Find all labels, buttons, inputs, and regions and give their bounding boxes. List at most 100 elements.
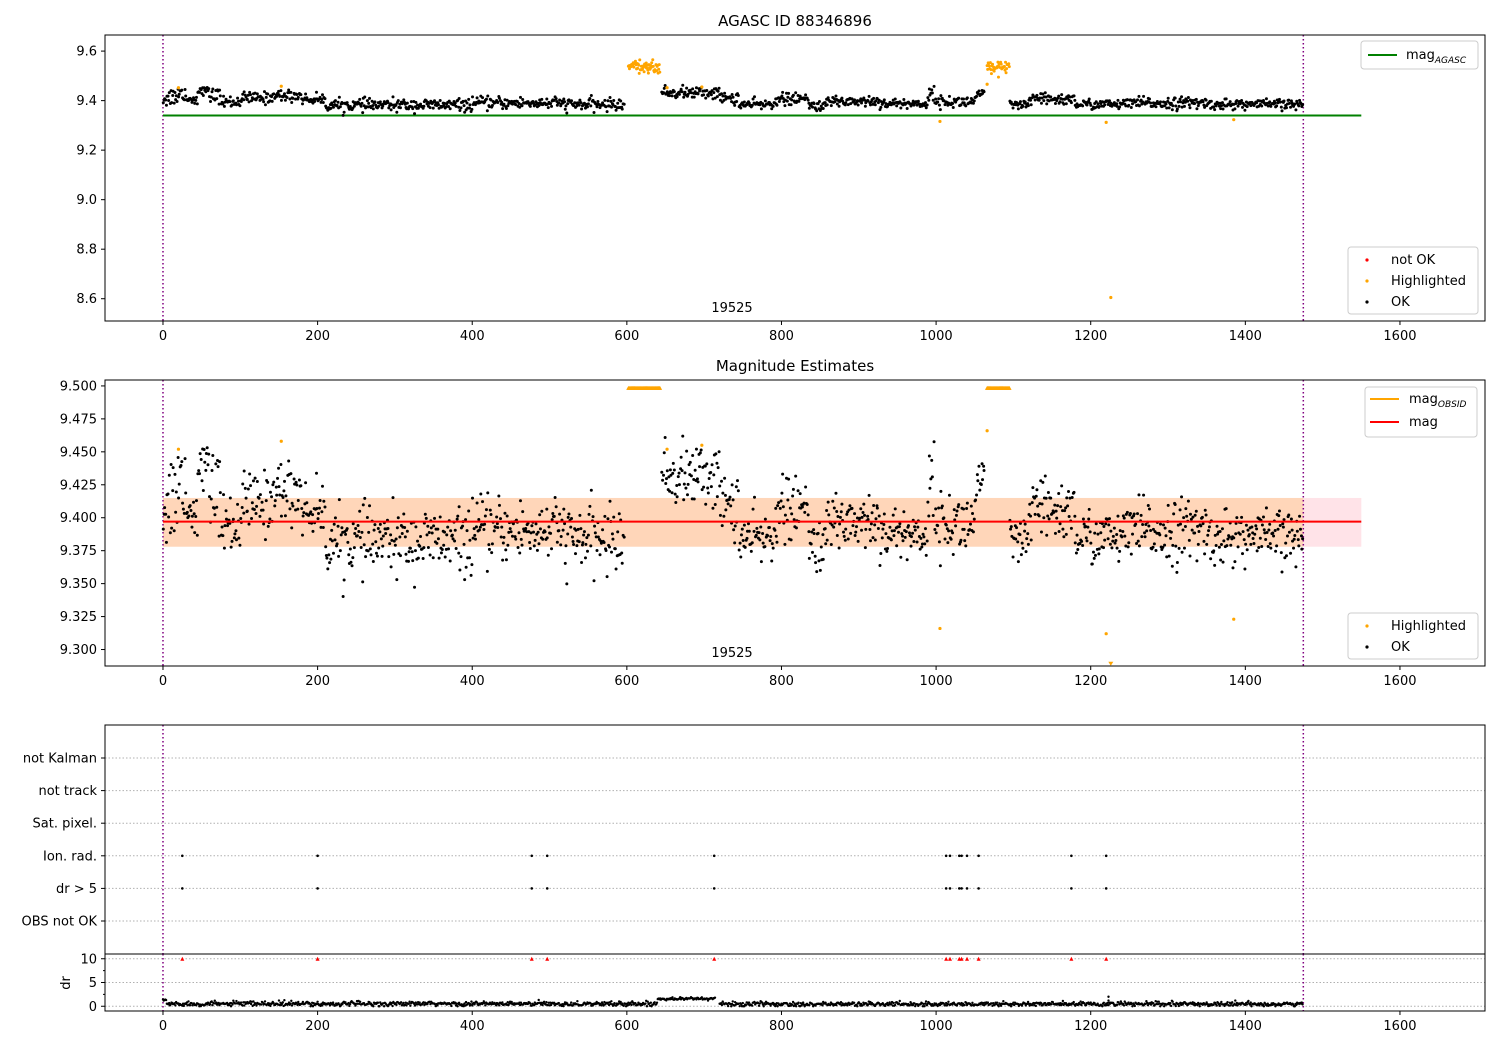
ok-point xyxy=(1243,567,1247,571)
ok-point xyxy=(691,87,695,91)
dr-point xyxy=(995,1001,999,1004)
flag-point xyxy=(1104,854,1108,858)
ok-point xyxy=(405,101,409,105)
ok-point xyxy=(537,542,541,546)
ok-point xyxy=(305,96,309,100)
ok-point xyxy=(453,528,457,532)
ok-point xyxy=(224,517,228,521)
ok-point xyxy=(430,531,434,535)
ok-point xyxy=(927,87,931,91)
ok-point xyxy=(1172,512,1176,516)
ok-point xyxy=(957,96,961,100)
ok-point xyxy=(751,507,755,511)
ok-point xyxy=(1255,527,1259,531)
ok-point xyxy=(1061,509,1065,513)
ok-point xyxy=(1161,545,1165,549)
ok-point xyxy=(1116,514,1120,518)
ok-point xyxy=(1038,96,1042,100)
ok-point xyxy=(418,544,422,548)
ok-point xyxy=(698,89,702,93)
dr-point xyxy=(1107,1003,1110,1007)
highlighted-point xyxy=(665,86,669,90)
ok-point xyxy=(508,527,512,531)
ok-point xyxy=(1214,104,1218,108)
dr-point xyxy=(456,1005,459,1008)
ok-point xyxy=(976,92,980,96)
ok-point xyxy=(1188,512,1192,516)
ok-point xyxy=(192,500,196,504)
ok-point xyxy=(947,94,951,98)
ok-point xyxy=(350,564,354,568)
highlighted-point xyxy=(1002,65,1006,69)
ok-point xyxy=(939,94,943,98)
ok-point xyxy=(190,514,194,518)
ok-point xyxy=(1218,530,1222,534)
ok-point xyxy=(815,570,819,574)
ok-point xyxy=(712,91,716,95)
dr-point xyxy=(235,999,238,1003)
ok-point xyxy=(606,517,610,521)
ok-point xyxy=(1180,95,1184,99)
dr-point xyxy=(955,1004,959,1007)
ok-point xyxy=(224,509,228,513)
ok-point xyxy=(930,91,934,95)
ok-point xyxy=(231,99,235,103)
ok-point xyxy=(596,535,600,539)
ok-point xyxy=(758,103,762,107)
ok-point xyxy=(937,97,941,101)
ok-point xyxy=(821,106,825,110)
ok-point xyxy=(1106,537,1110,541)
ok-point xyxy=(164,540,168,544)
ok-point xyxy=(550,547,554,551)
dr-point xyxy=(549,1003,553,1007)
ok-point xyxy=(676,475,680,479)
ok-point xyxy=(1266,545,1270,549)
ok-point xyxy=(218,491,222,495)
ok-point xyxy=(1273,101,1277,105)
ok-point xyxy=(831,499,835,503)
ok-point xyxy=(620,561,624,565)
dr-point xyxy=(1159,1005,1162,1008)
y-tick-label: 9.375 xyxy=(60,544,97,559)
flag-point xyxy=(957,887,961,890)
ok-point xyxy=(1201,100,1205,104)
ok-point xyxy=(1205,542,1209,546)
ok-point xyxy=(497,503,501,507)
ok-point xyxy=(1255,549,1259,553)
ok-point xyxy=(1220,527,1224,531)
ok-point xyxy=(979,483,983,487)
ok-point xyxy=(320,484,324,488)
ok-point xyxy=(1191,515,1195,519)
ok-point xyxy=(1219,558,1223,562)
ok-point xyxy=(424,516,428,520)
ok-point xyxy=(702,485,706,489)
ok-point xyxy=(266,92,270,96)
ok-point xyxy=(773,528,777,532)
ok-point xyxy=(543,530,547,534)
ok-point xyxy=(504,107,508,111)
ok-point xyxy=(251,479,255,483)
ok-point xyxy=(517,531,521,535)
ok-point xyxy=(365,516,369,520)
ok-point xyxy=(1045,102,1049,106)
ok-point xyxy=(1055,516,1059,520)
ok-point xyxy=(485,569,489,573)
ok-point xyxy=(324,553,328,557)
ok-point xyxy=(260,500,264,504)
ok-point xyxy=(222,546,226,550)
ok-point xyxy=(578,98,582,102)
dr-point xyxy=(372,1005,375,1008)
ok-point xyxy=(743,545,747,549)
flag-row-label: not track xyxy=(38,784,97,799)
ok-point xyxy=(261,97,265,101)
ok-point xyxy=(347,553,351,557)
ok-point xyxy=(233,532,237,536)
ok-point xyxy=(812,531,816,535)
ok-point xyxy=(180,88,184,92)
ok-point xyxy=(566,515,570,519)
dr-point xyxy=(1072,1000,1075,1004)
ok-point xyxy=(209,95,213,99)
ok-point xyxy=(1182,516,1186,520)
ok-point xyxy=(294,97,298,101)
